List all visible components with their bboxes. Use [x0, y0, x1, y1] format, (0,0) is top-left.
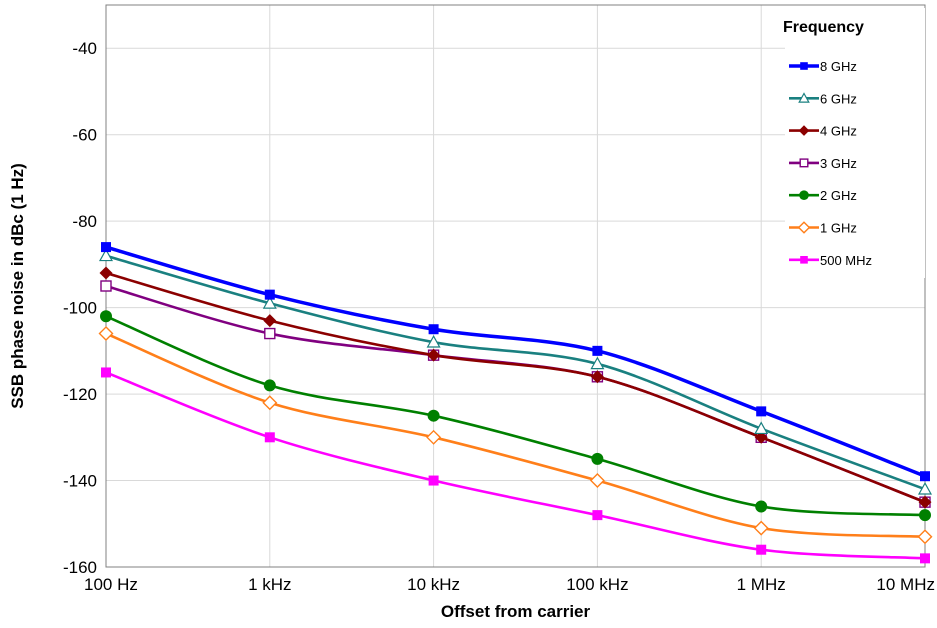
legend-swatch-marker — [798, 125, 810, 136]
legend-item: 8 GHz — [789, 59, 857, 74]
data-point — [753, 520, 769, 536]
data-point — [590, 356, 605, 370]
data-point — [100, 310, 112, 323]
data-point — [101, 367, 111, 378]
legend-label: 3 GHz — [820, 156, 857, 171]
y-axis-title: SSB phase noise in dBc (1 Hz) — [8, 163, 27, 409]
y-tick-label: -100 — [63, 299, 97, 318]
series-1-ghz — [98, 326, 933, 545]
data-point — [590, 370, 604, 384]
data-point — [100, 280, 112, 292]
x-tick-label: 100 kHz — [566, 575, 628, 594]
data-point — [592, 510, 603, 521]
y-tick-label: -40 — [72, 39, 97, 58]
series-2-ghz — [100, 310, 931, 522]
y-tick-labels: -160 -140 -120 -100 -80 -60 -40 — [63, 39, 97, 577]
x-axis-title: Offset from carrier — [441, 602, 591, 621]
data-point — [262, 395, 278, 411]
legend-label: 8 GHz — [820, 59, 857, 74]
legend-swatch-marker — [799, 190, 809, 200]
legend: Frequency 8 GHz 6 GHz 4 GHz 3 GHz 2 GHz 1 GHz… — [783, 8, 925, 278]
legend-label: 4 GHz — [820, 124, 857, 139]
y-tick-label: -140 — [63, 472, 97, 491]
data-point — [591, 452, 604, 465]
data-point — [756, 544, 767, 555]
data-point — [428, 475, 439, 486]
legend-swatch-marker — [798, 92, 810, 103]
data-point — [920, 553, 930, 564]
data-point — [263, 314, 277, 328]
data-point — [589, 473, 605, 489]
series-layer — [98, 242, 933, 564]
x-tick-label: 100 Hz — [84, 575, 138, 594]
data-point — [99, 266, 113, 280]
x-tick-label: 1 MHz — [737, 575, 786, 594]
series-line — [105, 254, 926, 491]
x-tick-label: 10 kHz — [407, 575, 460, 594]
y-tick-label: -160 — [63, 558, 97, 577]
data-point — [264, 289, 275, 300]
legend-item: 2 GHz — [789, 188, 857, 203]
legend-label: 2 GHz — [820, 188, 857, 203]
series-4-ghz — [99, 266, 932, 509]
data-point — [920, 471, 930, 482]
data-point — [264, 432, 275, 443]
series-line — [105, 332, 926, 539]
legend-items: 8 GHz 6 GHz 4 GHz 3 GHz 2 GHz 1 GHz 500 MHz — [789, 59, 872, 268]
legend-item: 500 MHz — [789, 253, 872, 268]
y-tick-label: -120 — [63, 385, 97, 404]
x-tick-label: 1 kHz — [248, 575, 291, 594]
legend-item: 3 GHz — [789, 156, 857, 171]
data-point — [426, 429, 442, 445]
legend-label: 500 MHz — [820, 253, 872, 268]
data-point — [264, 327, 276, 340]
data-point — [428, 324, 439, 335]
data-point — [98, 248, 114, 262]
data-point — [262, 296, 277, 309]
data-point — [917, 529, 933, 545]
legend-item: 4 GHz — [789, 124, 857, 139]
series-line — [105, 271, 926, 504]
legend-box — [785, 8, 925, 278]
legend-label: 6 GHz — [820, 91, 857, 106]
legend-swatch-marker — [799, 158, 809, 168]
legend-swatch-marker — [797, 221, 811, 234]
legend-title: Frequency — [783, 19, 864, 36]
x-tick-label: 10 MHz — [876, 575, 935, 594]
legend-swatch-marker — [800, 62, 808, 70]
series-8-ghz — [101, 242, 930, 482]
data-point — [427, 409, 440, 422]
data-point — [917, 481, 933, 495]
data-point — [426, 334, 441, 348]
y-tick-label: -60 — [72, 126, 97, 145]
series-line — [105, 245, 926, 478]
data-point — [427, 348, 441, 362]
series-line — [105, 371, 926, 560]
data-point — [101, 242, 111, 253]
data-point — [592, 345, 603, 356]
series-6-ghz — [98, 248, 933, 495]
x-tick-labels: 100 Hz 1 kHz 10 kHz 100 kHz 1 MHz 10 MHz — [84, 575, 935, 594]
series-500-mhz — [101, 367, 930, 564]
data-point — [754, 421, 769, 435]
legend-label: 1 GHz — [820, 221, 857, 236]
data-point — [98, 326, 114, 342]
legend-item: 6 GHz — [789, 91, 857, 106]
legend-item: 1 GHz — [789, 221, 857, 236]
data-point — [755, 500, 768, 513]
series-line — [105, 315, 926, 517]
data-point — [918, 495, 932, 509]
data-point — [263, 379, 276, 392]
data-point — [756, 406, 767, 417]
legend-swatch-marker — [800, 256, 808, 264]
y-tick-label: -80 — [72, 212, 97, 231]
data-point — [919, 509, 931, 522]
